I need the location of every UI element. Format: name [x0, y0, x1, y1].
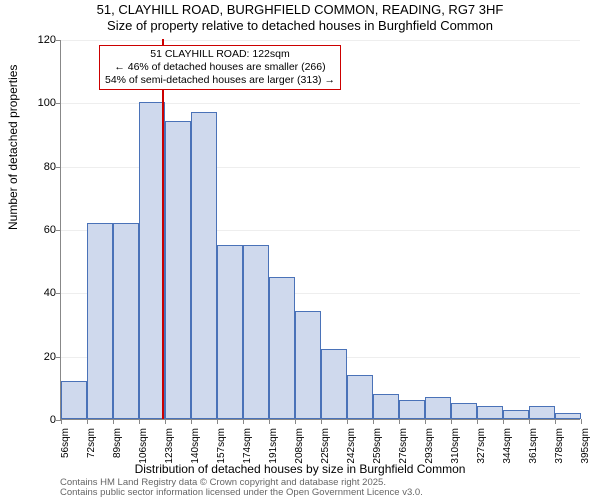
histogram-bar: [529, 406, 555, 419]
chart-title-address: 51, CLAYHILL ROAD, BURGHFIELD COMMON, RE…: [0, 2, 600, 17]
y-tick-label: 0: [26, 414, 56, 426]
histogram-bar: [373, 394, 399, 419]
y-tick-label: 100: [26, 97, 56, 109]
histogram-bar: [165, 121, 191, 419]
histogram-bar: [555, 413, 581, 419]
histogram-bar: [191, 112, 217, 419]
chart-container: 51, CLAYHILL ROAD, BURGHFIELD COMMON, RE…: [0, 0, 600, 500]
annotation-line2: ← 46% of detached houses are smaller (26…: [105, 61, 335, 74]
histogram-bar: [451, 403, 477, 419]
gridline: [61, 40, 580, 41]
attribution-line2: Contains public sector information licen…: [60, 488, 423, 498]
histogram-bar: [113, 223, 139, 419]
histogram-bar: [139, 102, 165, 419]
histogram-bar: [269, 277, 295, 420]
attribution: Contains HM Land Registry data © Crown c…: [60, 478, 423, 499]
x-axis-title: Distribution of detached houses by size …: [0, 462, 600, 476]
marker-line: [162, 39, 164, 419]
y-tick-label: 40: [26, 287, 56, 299]
annotation-line3: 54% of semi-detached houses are larger (…: [105, 74, 335, 87]
histogram-bar: [61, 381, 87, 419]
histogram-bar: [87, 223, 113, 419]
histogram-bar: [243, 245, 269, 419]
histogram-bar: [477, 406, 503, 419]
y-tick-label: 20: [26, 351, 56, 363]
annotation-box: 51 CLAYHILL ROAD: 122sqm← 46% of detache…: [99, 45, 341, 90]
y-tick-label: 120: [26, 34, 56, 46]
histogram-bar: [425, 397, 451, 419]
histogram-bar: [217, 245, 243, 419]
histogram-bar: [347, 375, 373, 419]
annotation-line1: 51 CLAYHILL ROAD: 122sqm: [105, 48, 335, 61]
histogram-bar: [503, 410, 529, 420]
histogram-bar: [399, 400, 425, 419]
y-axis-title: Number of detached properties: [6, 65, 20, 230]
histogram-bar: [295, 311, 321, 419]
plot-area: 51 CLAYHILL ROAD: 122sqm← 46% of detache…: [60, 40, 580, 420]
y-tick-label: 80: [26, 161, 56, 173]
histogram-bar: [321, 349, 347, 419]
chart-title-desc: Size of property relative to detached ho…: [0, 18, 600, 33]
y-tick-label: 60: [26, 224, 56, 236]
